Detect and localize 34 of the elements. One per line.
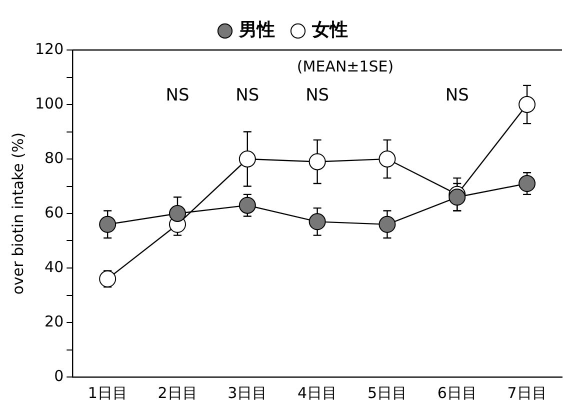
y-tick-label: 20 (44, 312, 64, 330)
annotation: NS (166, 86, 190, 106)
point (518, 96, 536, 113)
y-tick-label: 0 (54, 366, 64, 385)
x-tick-label: 5日目 (367, 384, 407, 402)
annotation: (MEAN±1SE) (296, 58, 394, 76)
annotation: NS (306, 86, 330, 106)
x-tick-label: 1日目 (88, 384, 128, 402)
point (448, 188, 466, 206)
point (99, 216, 116, 233)
y-tick-label: 100 (34, 94, 64, 112)
y-tick-label: 60 (44, 203, 64, 222)
point (378, 216, 396, 233)
point (378, 150, 396, 168)
point (238, 196, 256, 214)
x-tick-label: 2日目 (158, 384, 198, 402)
point (518, 175, 536, 192)
point (308, 213, 326, 230)
point (238, 150, 256, 168)
x-tick-label: 3日目 (228, 384, 268, 402)
annotation: NS (445, 86, 469, 106)
x-tick-label: 4日目 (298, 384, 338, 402)
legend-label: 男性 (238, 20, 275, 41)
y-axis-title: over biotin intake (%) (8, 132, 27, 295)
point (168, 205, 186, 222)
point (308, 153, 326, 170)
y-tick-label: 120 (34, 40, 64, 58)
y-tick-label: 80 (44, 148, 64, 167)
x-tick-label: 6日目 (437, 384, 477, 402)
y-tick-label: 40 (44, 258, 64, 276)
point (99, 270, 116, 288)
legend-label: 女性 (311, 20, 348, 41)
annotation: NS (236, 86, 260, 106)
x-tick-label: 7日目 (507, 384, 547, 402)
